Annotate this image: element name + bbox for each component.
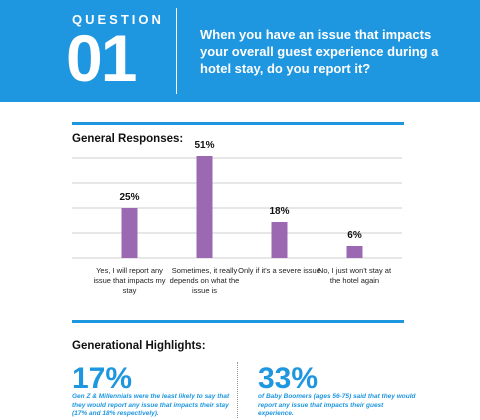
divider [237,362,238,418]
x-tick-label: Yes, I will report any issue that impact… [93,266,166,295]
x-tick-label: Only if it's a severe issue [238,266,321,275]
question-label: QUESTION [72,12,164,27]
bar [121,208,138,258]
value-label: 18% [269,206,289,217]
stat: 33% [258,362,319,395]
highlight-text: Gen Z & Millennials were the least likel… [72,393,230,417]
chart-title: General Responses: [72,133,184,145]
value-label: 51% [194,140,214,151]
highlights-title: Generational Highlights: [72,340,206,352]
highlight-text: of Baby Boomers (ages 56-75) said that t… [258,393,416,417]
bar [346,246,363,258]
chart: 25% 51% 18% 6% [72,140,402,259]
header-band [0,0,480,102]
rule [72,122,404,125]
question-text: When you have an issue that impacts your… [200,27,439,76]
value-label: 6% [347,230,362,241]
question-number: 01 [66,21,137,95]
value-label: 25% [119,192,139,203]
stat: 17% [72,362,133,395]
bar [196,156,213,258]
x-tick-label: Sometimes, it really depends on what the… [169,266,240,295]
bar [271,222,288,258]
rule [72,320,404,323]
x-tick-label: No, I just won't stay at the hotel again [317,266,392,285]
divider [176,8,177,94]
